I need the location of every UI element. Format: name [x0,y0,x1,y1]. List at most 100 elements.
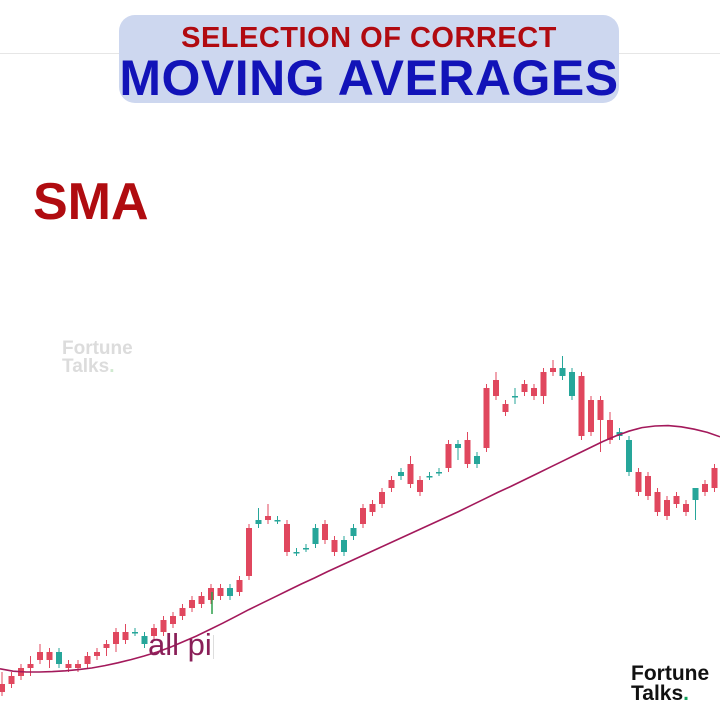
candle-body [179,608,186,616]
candle-body [493,380,499,396]
candle [654,488,661,516]
candle [27,656,34,676]
watermark-faint-line1: Fortune [62,338,133,359]
candle [94,648,100,660]
candle-body [369,504,376,512]
candle [113,628,119,652]
candle [464,432,471,468]
candle-body [265,516,271,520]
candle-body [379,492,385,504]
candles-layer [0,356,718,696]
candle-body [75,664,81,668]
candle [531,384,537,400]
candle [331,536,338,556]
candle [483,384,490,452]
candle-body [407,464,414,484]
candle-body [141,636,148,644]
candle-body [122,632,129,640]
title-line-1: SELECTION OF CORRECT [181,22,557,54]
candle-body [37,652,43,660]
candle-body [189,600,195,608]
candle [303,544,309,552]
candle [379,488,385,508]
candle [350,524,357,540]
candle [265,504,271,524]
clipped-caption: all pi [148,627,212,662]
candle [540,368,547,404]
candle-body [84,656,91,664]
candle [217,584,224,600]
candle [46,648,53,668]
candle [398,468,404,480]
candle [559,356,566,380]
candle-body [464,440,471,464]
candle [417,476,423,496]
candle [189,596,195,612]
candle-body [664,500,670,516]
candle [702,480,708,496]
candle-body [531,388,537,396]
candle-body [626,440,632,472]
candle-body [521,384,528,392]
candle-body [702,484,708,492]
candle-body [322,524,328,540]
candle [227,584,233,600]
candle [521,380,528,396]
candle [512,388,518,404]
candle [635,468,642,496]
candle [711,464,718,492]
candle [236,576,243,596]
candle [103,640,110,656]
candle [426,472,433,480]
candle [84,652,91,668]
candle-body [255,520,262,524]
candle [312,524,319,548]
title-banner: SELECTION OF CORRECT MOVING AVERAGES [119,15,619,103]
candle-body [673,496,680,504]
candle-body [56,652,62,664]
candle-body [426,476,433,478]
candle-body [597,400,604,420]
candle-body [683,504,689,512]
candle-body [341,540,347,552]
candle-body [417,480,423,492]
candle-body [151,628,157,636]
brand-logo-line1: Fortune [631,662,710,685]
candle-body [274,520,281,522]
candle-body [578,376,585,436]
candle [322,520,328,544]
candle [673,492,680,508]
candle-body [540,372,547,396]
candle [160,616,167,636]
candle-body [198,596,205,604]
candle-body [0,684,5,692]
candle [493,372,499,400]
candle [502,400,509,416]
watermark-faint-dot: . [109,356,115,377]
candle-body [27,664,34,668]
candle [170,612,176,628]
candle-body [46,652,53,660]
candle-body [559,368,566,376]
candle [151,624,157,640]
candle-body [350,528,357,536]
title-line-2: MOVING AVERAGES [119,50,619,106]
candle [141,632,148,648]
candle [474,452,480,468]
candle [407,456,414,488]
candle-body [455,444,461,448]
candle-body [284,524,290,552]
candle-body [331,540,338,552]
brand-logo-line2: Talks [631,682,684,705]
candle-body [692,488,699,500]
candle-body [645,476,651,496]
candle-body [445,444,452,468]
candle-body [588,400,594,432]
candle-body [303,548,309,550]
candle-body [569,372,575,396]
candle-body [360,508,366,524]
candle-body [160,620,167,632]
candle [8,672,15,688]
candle [246,524,252,580]
candle-body [474,456,480,464]
